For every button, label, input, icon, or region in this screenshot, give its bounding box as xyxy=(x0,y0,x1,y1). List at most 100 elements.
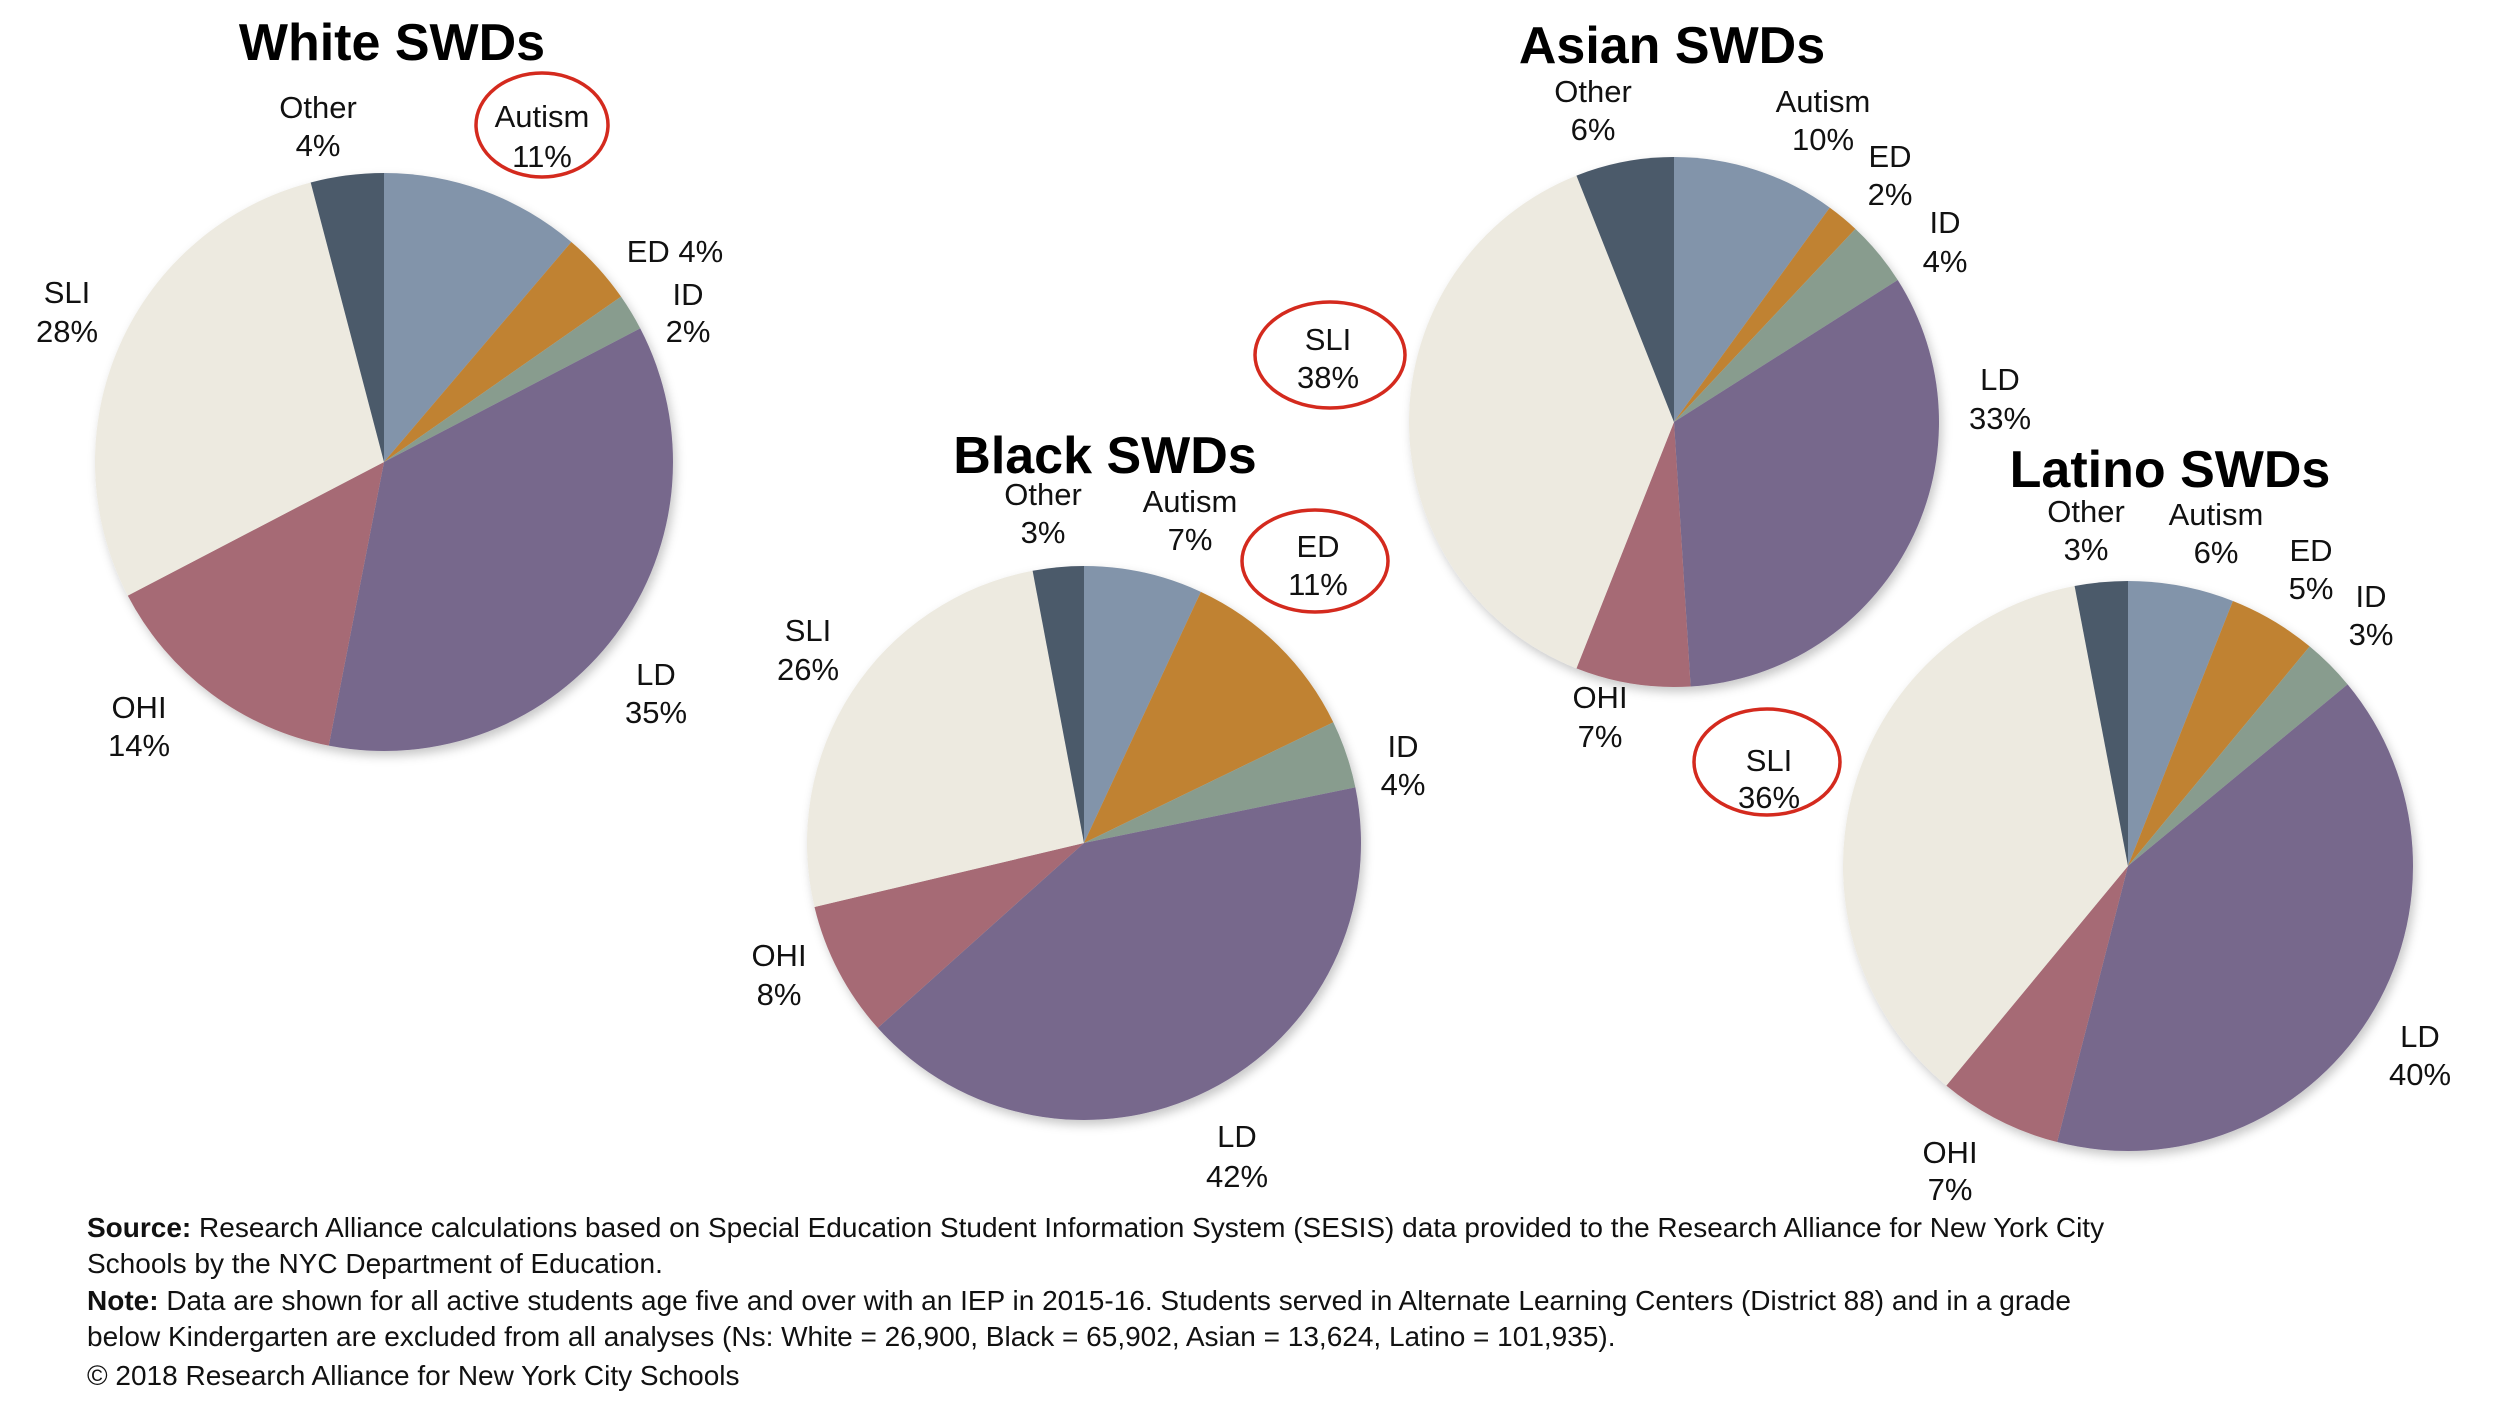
label-other: Other 3% xyxy=(2047,494,2125,567)
label-ed: ED 5% xyxy=(2289,533,2334,606)
pie-slice-autism xyxy=(1674,157,1830,422)
label-ld: LD 40% xyxy=(2389,1019,2451,1092)
label-id: ID 2% xyxy=(666,277,711,349)
label-autism: Autism 6% xyxy=(2169,497,2264,570)
label-value: 2% xyxy=(1868,177,1913,212)
label-category: LD xyxy=(1980,362,2020,397)
label-value: 6% xyxy=(1571,112,1616,147)
label-category: SLI xyxy=(44,275,91,310)
label-category: LD xyxy=(1217,1119,1257,1154)
chart-black: Black SWDs Autism 7% ED 11% ID 4% LD 42%… xyxy=(751,427,1425,1194)
label-value: 11% xyxy=(512,139,572,174)
label-ohi: OHI 14% xyxy=(108,690,170,763)
label-ohi: OHI 8% xyxy=(751,938,806,1012)
pie-asian xyxy=(1409,157,1940,688)
chart-title: Black SWDs xyxy=(953,427,1256,485)
label-category: LD xyxy=(2400,1019,2440,1054)
pie-white xyxy=(94,173,674,751)
label-value: 33% xyxy=(1969,401,2031,436)
pie-slice-id xyxy=(1674,228,1898,422)
label-value: 10% xyxy=(1792,122,1854,157)
label-sli: SLI 36% xyxy=(1738,743,1800,815)
label-value: 8% xyxy=(757,977,802,1012)
label-category: Other xyxy=(1554,74,1632,109)
pie-slice-id xyxy=(1084,722,1356,843)
label-ohi: OHI 7% xyxy=(1572,680,1627,754)
label-category: ID xyxy=(1930,205,1961,240)
pie-slice-ed xyxy=(1084,591,1334,843)
label-value: 26% xyxy=(777,652,839,687)
label-other: Other 4% xyxy=(279,90,357,163)
label-category: SLI xyxy=(785,613,832,648)
pie-slice-ld xyxy=(2057,684,2414,1152)
pie-slice-sli xyxy=(806,570,1084,908)
pie-slice-sli xyxy=(1842,586,2128,1086)
label-id: ID 4% xyxy=(1381,729,1426,802)
label-category: Other xyxy=(279,90,357,125)
label-other: Other 3% xyxy=(1004,477,1082,550)
label-category: ED xyxy=(1868,139,1911,174)
pie-slice-other xyxy=(310,173,384,462)
label-sli: SLI 28% xyxy=(36,275,98,349)
label-category: ID xyxy=(1388,729,1419,764)
label-id: ID 3% xyxy=(2349,579,2394,652)
pie-slice-ohi xyxy=(1946,866,2128,1143)
label-value: 6% xyxy=(2194,535,2239,570)
label-category: SLI xyxy=(1746,743,1793,778)
label-value: 4% xyxy=(296,128,341,163)
label-value: 11% xyxy=(1288,567,1348,602)
pie-slice-ld xyxy=(328,328,674,751)
label-ohi: OHI 7% xyxy=(1922,1135,1977,1207)
label-category: Autism xyxy=(495,99,590,134)
label-category: Autism xyxy=(2169,497,2264,532)
label-autism: Autism 11% xyxy=(495,99,590,174)
label-autism: Autism 7% xyxy=(1143,484,1238,557)
label-value: 7% xyxy=(1168,522,1213,557)
footnotes: Source: Research Alliance calculations b… xyxy=(87,1212,2104,1391)
pie-slice-id xyxy=(2128,646,2348,866)
pie-slice-ed xyxy=(2128,601,2310,866)
label-category: OHI xyxy=(1922,1135,1977,1170)
chart-white: White SWDs Autism 11% ED 4% ID 2% LD 35%… xyxy=(36,14,723,763)
highlight-circle xyxy=(1253,300,1407,410)
copyright: © 2018 Research Alliance for New York Ci… xyxy=(87,1360,740,1391)
label-category: OHI xyxy=(1572,680,1627,715)
label-category: OHI xyxy=(111,690,166,725)
chart-title: Asian SWDs xyxy=(1519,17,1825,75)
chart-asian: Asian SWDs Autism 10% ED 2% ID 4% LD 33%… xyxy=(1253,17,2031,754)
chart-title: Latino SWDs xyxy=(2010,441,2331,499)
source-line-1: Source: Research Alliance calculations b… xyxy=(87,1212,2104,1243)
label-value: 14% xyxy=(108,728,170,763)
note-text: Data are shown for all active students a… xyxy=(166,1285,2071,1316)
label-value: 3% xyxy=(2064,532,2109,567)
label-category: Other xyxy=(2047,494,2125,529)
label-id: ID 4% xyxy=(1923,205,1968,279)
label-ld: LD 42% xyxy=(1206,1119,1268,1194)
chart-title: White SWDs xyxy=(239,14,545,72)
label-value: 7% xyxy=(1928,1172,1973,1207)
pie-slice-ed xyxy=(1674,207,1856,422)
label-category: ID xyxy=(2356,579,2387,614)
chart-latino: Latino SWDs Autism 6% ED 5% ID 3% LD 40%… xyxy=(1692,441,2451,1207)
label-value: 38% xyxy=(1297,360,1359,395)
label-value: 4% xyxy=(1381,767,1426,802)
pie-slice-ld xyxy=(1674,280,1940,687)
label-ld: LD 33% xyxy=(1969,362,2031,436)
pie-slice-other xyxy=(1032,566,1084,843)
pie-latino xyxy=(1842,581,2414,1152)
label-category: Other xyxy=(1004,477,1082,512)
label-autism: Autism 10% xyxy=(1776,84,1871,157)
label-value: 36% xyxy=(1738,780,1800,815)
label-category: ED xyxy=(2289,533,2332,568)
label-other: Other 6% xyxy=(1554,74,1632,147)
pie-slice-ohi xyxy=(127,462,385,746)
label-sli: SLI 38% xyxy=(1297,322,1359,395)
pie-slice-ohi xyxy=(814,843,1084,1028)
source-label: Source: xyxy=(87,1212,191,1243)
label-value: 3% xyxy=(1021,515,1066,550)
pie-slice-autism xyxy=(2128,581,2233,866)
pie-slice-other xyxy=(2074,581,2128,866)
highlight-circle xyxy=(1692,707,1842,817)
label-value: 4% xyxy=(1923,244,1968,279)
